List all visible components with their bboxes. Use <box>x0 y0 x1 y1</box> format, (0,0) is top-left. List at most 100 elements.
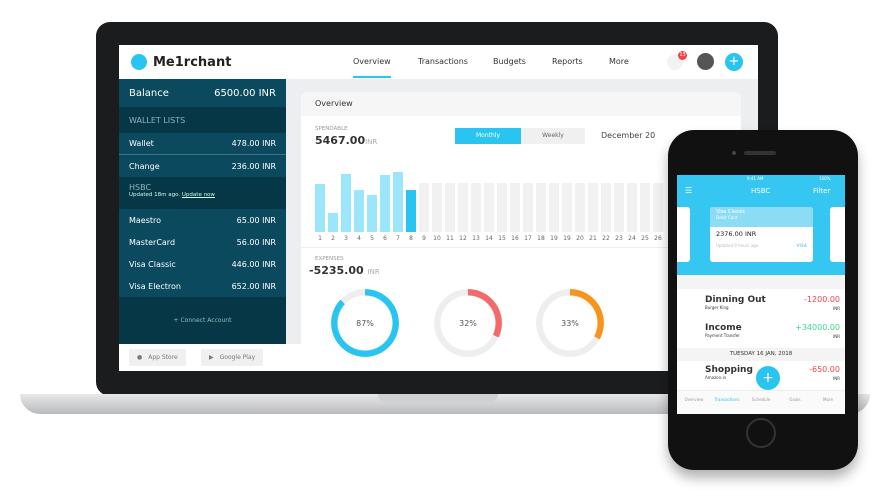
bar-24[interactable] <box>627 183 637 232</box>
bar-5[interactable] <box>367 195 377 232</box>
tick-label: 4 <box>357 235 361 242</box>
bar-22[interactable] <box>601 183 611 232</box>
transaction-item[interactable]: Income +34000.00 Payment Transfer INR <box>705 323 840 339</box>
phone-header: 9:41 AM 100% ☰ HSBC Filter Visa Classic D… <box>677 175 845 275</box>
apple-icon: ● <box>137 354 143 361</box>
tick-label: 18 <box>537 235 545 242</box>
card-name: Visa Classic <box>716 209 746 215</box>
home-button[interactable] <box>746 418 776 448</box>
tick-label: 22 <box>602 235 610 242</box>
donut-transport[interactable] <box>331 289 399 357</box>
bar-1[interactable] <box>315 184 325 232</box>
spendable-value: 5467.00INR <box>315 134 378 147</box>
top-bar: Me1rchant Overview Transactions Budgets … <box>119 45 758 79</box>
tick-label: 9 <box>422 235 426 242</box>
laptop-notch <box>378 394 498 402</box>
card-next[interactable] <box>830 207 845 262</box>
card-item[interactable]: Visa Classic 446.00 INR <box>129 259 276 269</box>
list-spacer <box>677 275 845 289</box>
bar-20[interactable] <box>575 183 585 232</box>
card-title: Overview <box>301 92 741 116</box>
bar-25[interactable] <box>640 183 650 232</box>
logo: Me1rchant <box>131 54 231 70</box>
card-updated: Updated 9 hours ago <box>716 243 759 248</box>
donut-percent: 33% <box>561 319 579 328</box>
tick-label: 12 <box>459 235 467 242</box>
tick-label: 19 <box>563 235 571 242</box>
app-store-button[interactable]: ● App Store <box>129 349 186 366</box>
laptop-screen: Me1rchant Overview Transactions Budgets … <box>119 45 758 371</box>
tick-label: 14 <box>485 235 493 242</box>
wallet-item[interactable]: Wallet 478.00 INR <box>119 133 286 155</box>
bar-7[interactable] <box>393 172 403 232</box>
spendable-label: SPENDABLE <box>315 126 348 132</box>
bar-2[interactable] <box>328 212 338 232</box>
bar-19[interactable] <box>562 183 572 232</box>
bar-26[interactable] <box>653 183 663 232</box>
bar-6[interactable] <box>380 175 390 232</box>
bar-11[interactable] <box>445 183 455 232</box>
expenses-label: EXPENSES <box>315 256 344 262</box>
tab-goals[interactable]: Goals <box>789 397 801 402</box>
bar-9[interactable] <box>419 183 429 232</box>
tick-label: 1 <box>318 235 322 242</box>
nav-more[interactable]: More <box>609 57 629 66</box>
card-item[interactable]: MasterCard 56.00 INR <box>129 237 276 247</box>
monthly-tab[interactable]: Monthly <box>455 128 521 144</box>
expenses-value: -5235.00 INR <box>309 264 380 277</box>
status-battery: 100% <box>819 176 831 181</box>
bar-19[interactable] <box>549 183 559 232</box>
transaction-item[interactable]: Shopping -650.00 Amazon.in INR <box>705 365 840 381</box>
tab-schedule[interactable]: Schedule <box>751 397 771 402</box>
card-prev[interactable] <box>677 207 690 262</box>
transaction-item[interactable]: Dinning Out -1200.00 Burger King INR <box>705 295 840 311</box>
avatar[interactable] <box>697 53 714 70</box>
bar-16[interactable] <box>510 183 520 232</box>
spend-chart <box>315 172 665 232</box>
add-button[interactable]: + <box>725 53 743 71</box>
menu-icon[interactable]: ☰ <box>685 186 693 195</box>
card-brand: VISA <box>796 243 807 248</box>
bar-3[interactable] <box>341 173 351 232</box>
donut-food[interactable] <box>434 289 502 357</box>
card-visa-classic[interactable]: Visa Classic Debit Card 2376.00 INR Updat… <box>710 207 813 262</box>
nav-reports[interactable]: Reports <box>552 57 583 66</box>
bar-8[interactable] <box>406 190 416 232</box>
tab-transactions[interactable]: Transactions <box>714 397 740 402</box>
bar-13[interactable] <box>471 183 481 232</box>
nav-budgets[interactable]: Budgets <box>493 57 526 66</box>
tick-label: 13 <box>472 235 480 242</box>
bar-14[interactable] <box>484 183 494 232</box>
wallet-item[interactable]: Change 236.00 INR <box>129 161 276 171</box>
weekly-tab[interactable]: Weekly <box>521 128 585 144</box>
phone-add-button[interactable]: + <box>756 366 780 390</box>
google-play-button[interactable]: ▶ Google Play <box>201 349 264 366</box>
tick-label: 16 <box>511 235 519 242</box>
phone-speaker <box>744 151 776 155</box>
tab-overview[interactable]: Overview <box>684 397 704 402</box>
bar-18[interactable] <box>536 183 546 232</box>
bank-header: HSBC Updated 18m ago. Update now <box>119 177 286 209</box>
bar-4[interactable] <box>354 190 364 232</box>
connect-account-button[interactable]: + Connect Account <box>119 297 286 344</box>
bar-10[interactable] <box>432 183 442 232</box>
bar-17[interactable] <box>523 183 533 232</box>
bar-21[interactable] <box>588 183 598 232</box>
card-item[interactable]: Visa Electron 652.00 INR <box>129 281 276 291</box>
nav-transactions[interactable]: Transactions <box>418 57 468 66</box>
bar-15[interactable] <box>497 183 507 232</box>
tick-label: 17 <box>524 235 532 242</box>
nav-overview[interactable]: Overview <box>353 57 391 78</box>
update-now-link[interactable]: Update now <box>181 192 215 198</box>
wallet-lists-header: WALLET LISTS <box>119 107 286 133</box>
bar-23[interactable] <box>614 183 624 232</box>
laptop-base <box>20 394 870 414</box>
notification-badge: 13 <box>678 51 687 60</box>
phone-screen: 9:41 AM 100% ☰ HSBC Filter Visa Classic D… <box>677 175 845 414</box>
bar-12[interactable] <box>458 183 468 232</box>
phone-title: HSBC <box>751 187 771 195</box>
card-item[interactable]: Maestro 65.00 INR <box>129 215 276 225</box>
filter-button[interactable]: Filter <box>813 187 831 195</box>
tab-more[interactable]: More <box>823 397 833 402</box>
donut-drinks[interactable] <box>536 289 604 357</box>
